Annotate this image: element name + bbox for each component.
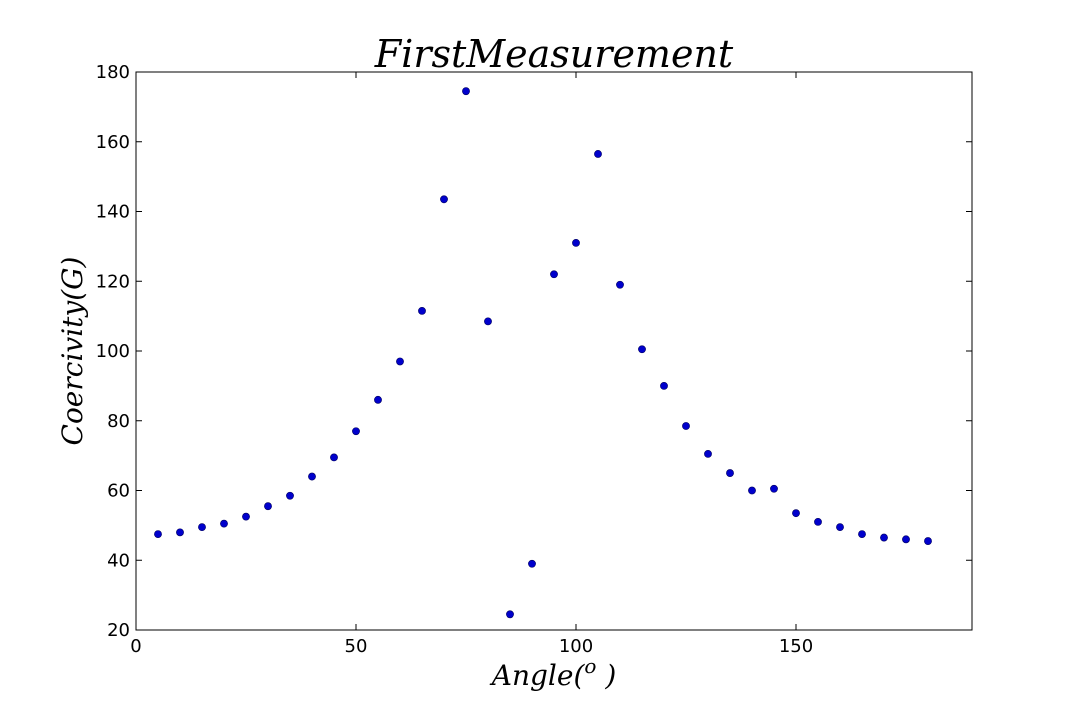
data-point (506, 610, 514, 619)
data-point (924, 537, 932, 545)
data-point (616, 280, 624, 289)
data-point (726, 469, 734, 477)
data-point (814, 517, 822, 526)
data-point (484, 317, 492, 326)
data-point (286, 491, 294, 500)
data-point (198, 523, 206, 532)
chart-title: FirstMeasurement (374, 32, 734, 76)
data-point (220, 519, 228, 528)
x-axis-label: Angle(o ) (489, 654, 617, 692)
data-point (264, 502, 272, 511)
data-point (660, 381, 668, 390)
data-point (374, 395, 382, 404)
data-point (594, 150, 602, 158)
x-tick-label: 0 (130, 636, 141, 657)
y-tick-label: 140 (96, 202, 130, 223)
data-point (858, 530, 866, 538)
x-tick-label: 50 (345, 636, 368, 657)
y-tick-label: 80 (107, 411, 130, 432)
data-point (748, 486, 756, 495)
plot-frame (135, 71, 973, 631)
data-point (418, 306, 426, 315)
data-point (704, 449, 712, 458)
data-point (770, 484, 778, 493)
data-point (462, 87, 470, 96)
y-tick-label: 120 (96, 271, 130, 292)
data-point (836, 523, 844, 532)
y-tick-label: 180 (96, 62, 130, 83)
data-point (396, 357, 404, 366)
plot-area: 0 50 100 150 20 40 60 80 100 120 140 160 180 (96, 62, 973, 657)
data-point (154, 530, 162, 538)
y-tick-label: 20 (107, 620, 130, 641)
x-tick-label: 100 (559, 636, 593, 657)
data-point (682, 422, 690, 430)
data-point (550, 270, 558, 279)
data-point (572, 238, 580, 247)
y-axis-label: Coercivity(G) (56, 257, 89, 446)
data-point (638, 345, 646, 354)
data-point (308, 472, 316, 481)
data-point (330, 453, 338, 462)
x-tick-label: 150 (779, 636, 813, 657)
data-point (902, 535, 910, 544)
y-tick-label: 100 (96, 341, 130, 362)
y-tick-label: 60 (107, 481, 130, 502)
data-point (352, 427, 360, 436)
data-point (880, 533, 888, 542)
data-point (176, 528, 184, 537)
data-point (528, 559, 536, 568)
y-tick-label: 160 (96, 132, 130, 153)
data-point (440, 195, 448, 204)
y-tick-label: 40 (107, 550, 130, 571)
data-point (242, 512, 250, 521)
data-point (792, 509, 800, 518)
